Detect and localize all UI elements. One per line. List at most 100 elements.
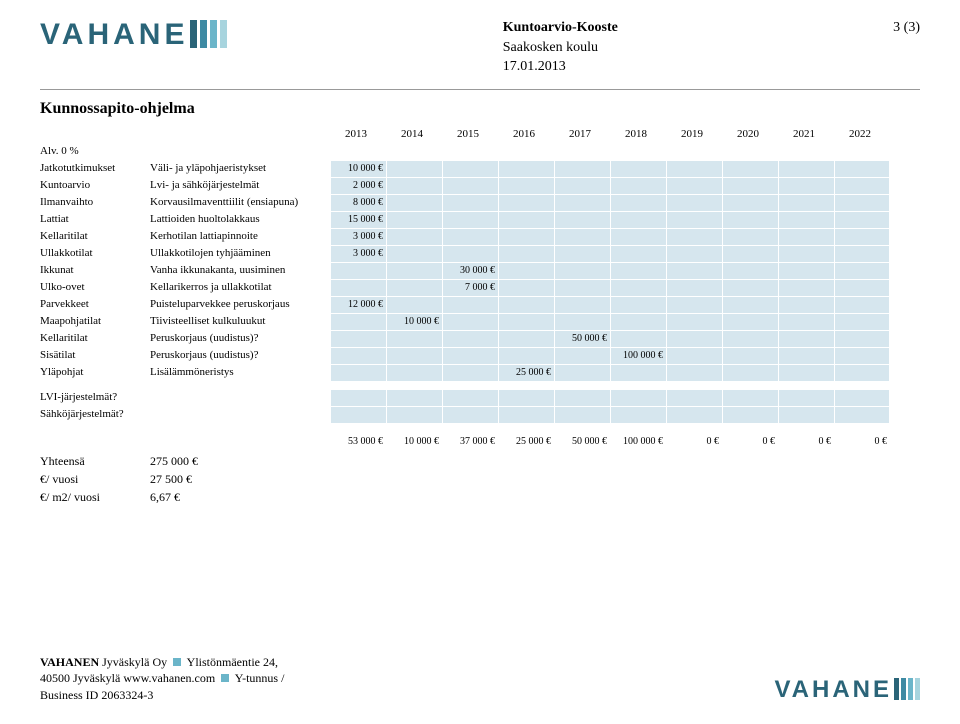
extra-row-label: Sähköjärjestelmät? xyxy=(40,406,150,423)
value-cell xyxy=(834,211,890,228)
value-cell xyxy=(442,389,498,406)
value-cell xyxy=(834,228,890,245)
value-cell xyxy=(610,296,666,313)
value-cell xyxy=(834,296,890,313)
total-2017: 50 000 € xyxy=(554,436,610,447)
value-cell xyxy=(778,313,834,330)
value-cell xyxy=(722,330,778,347)
row-category: Kellaritilat xyxy=(40,330,150,347)
value-cell xyxy=(778,262,834,279)
value-cell xyxy=(386,330,442,347)
value-cell xyxy=(498,262,554,279)
value-cell xyxy=(554,245,610,262)
value-cell xyxy=(610,279,666,296)
value-cell xyxy=(834,364,890,381)
value-cell xyxy=(778,160,834,177)
value-cell xyxy=(666,194,722,211)
total-2019: 0 € xyxy=(666,436,722,447)
value-cell xyxy=(386,160,442,177)
year-2016: 2016 xyxy=(498,128,554,140)
row-category: Ikkunat xyxy=(40,262,150,279)
year-2013: 2013 xyxy=(330,128,386,140)
footer-logo-bars xyxy=(894,676,920,700)
value-cell: 12 000 € xyxy=(330,296,386,313)
total-2013: 53 000 € xyxy=(330,436,386,447)
row-description: Peruskorjaus (uudistus)? xyxy=(150,330,330,347)
value-cell: 2 000 € xyxy=(330,177,386,194)
value-cell xyxy=(386,364,442,381)
value-cell xyxy=(386,194,442,211)
value-cell xyxy=(610,389,666,406)
logo-bar-2 xyxy=(200,20,207,48)
logo: VAHANE xyxy=(40,18,227,52)
value-cell xyxy=(666,296,722,313)
value-cell xyxy=(778,245,834,262)
value-cell xyxy=(722,364,778,381)
row-category: Maapohjatilat xyxy=(40,313,150,330)
year-2019: 2019 xyxy=(666,128,722,140)
value-cell xyxy=(386,279,442,296)
extra-row-label: LVI-järjestelmät? xyxy=(40,389,150,406)
value-cell xyxy=(498,279,554,296)
total-2014: 10 000 € xyxy=(386,436,442,447)
value-cell xyxy=(722,194,778,211)
value-cell: 7 000 € xyxy=(442,279,498,296)
value-cell xyxy=(498,330,554,347)
value-cell xyxy=(442,177,498,194)
value-cell xyxy=(778,177,834,194)
value-cell xyxy=(442,211,498,228)
row-category: Parvekkeet xyxy=(40,296,150,313)
value-cell xyxy=(778,296,834,313)
total-2018: 100 000 € xyxy=(610,436,666,447)
footer-bullet-1 xyxy=(173,658,181,666)
value-cell xyxy=(330,313,386,330)
value-cell xyxy=(386,245,442,262)
section-title: Kunnossapito-ohjelma xyxy=(0,100,960,126)
value-cell: 10 000 € xyxy=(386,313,442,330)
maintenance-grid: 2013 2014 2015 2016 2017 2018 2019 2020 … xyxy=(0,126,960,451)
value-cell xyxy=(778,364,834,381)
value-cell xyxy=(442,245,498,262)
value-cell xyxy=(610,228,666,245)
value-cell xyxy=(386,406,442,423)
value-cell xyxy=(554,347,610,364)
value-cell xyxy=(386,389,442,406)
value-cell xyxy=(554,160,610,177)
row-description: Tiivisteelliset kulkuluukut xyxy=(150,313,330,330)
value-cell xyxy=(610,262,666,279)
value-cell xyxy=(834,245,890,262)
doc-title: Kuntoarvio-Kooste xyxy=(503,18,618,38)
value-cell xyxy=(834,313,890,330)
value-cell xyxy=(666,211,722,228)
header-divider xyxy=(40,89,920,90)
row-description: Ullakkotilojen tyhjääminen xyxy=(150,245,330,262)
value-cell xyxy=(498,296,554,313)
value-cell: 30 000 € xyxy=(442,262,498,279)
value-cell xyxy=(722,406,778,423)
row-category: Lattiat xyxy=(40,211,150,228)
footer-logo-text: VAHANE xyxy=(774,676,892,704)
totals-row: 53 000 € 10 000 € 37 000 € 25 000 € 50 0… xyxy=(40,433,920,451)
value-cell xyxy=(330,406,386,423)
value-cell xyxy=(834,177,890,194)
value-cell xyxy=(666,389,722,406)
value-cell xyxy=(554,296,610,313)
value-cell xyxy=(610,211,666,228)
row-category: Ullakkotilat xyxy=(40,245,150,262)
value-cell xyxy=(610,364,666,381)
value-cell xyxy=(442,228,498,245)
summary-total-value: 275 000 € xyxy=(150,454,330,469)
row-category: Ulko-ovet xyxy=(40,279,150,296)
value-cell xyxy=(722,313,778,330)
alv-row: Alv. 0 % xyxy=(40,143,920,160)
summary-block: Yhteensä 275 000 € €/ vuosi 27 500 € €/ … xyxy=(0,451,960,509)
row-category: Sisätilat xyxy=(40,347,150,364)
value-cell xyxy=(834,262,890,279)
value-cell xyxy=(834,279,890,296)
table-row: KellaritilatKerhotilan lattiapinnoite3 0… xyxy=(40,228,920,245)
value-cell xyxy=(554,194,610,211)
logo-bar-4 xyxy=(220,20,227,48)
footer: VAHANEN Jyväskylä Oy Ylistönmäentie 24, … xyxy=(0,654,960,704)
value-cell xyxy=(666,347,722,364)
value-cell xyxy=(834,160,890,177)
